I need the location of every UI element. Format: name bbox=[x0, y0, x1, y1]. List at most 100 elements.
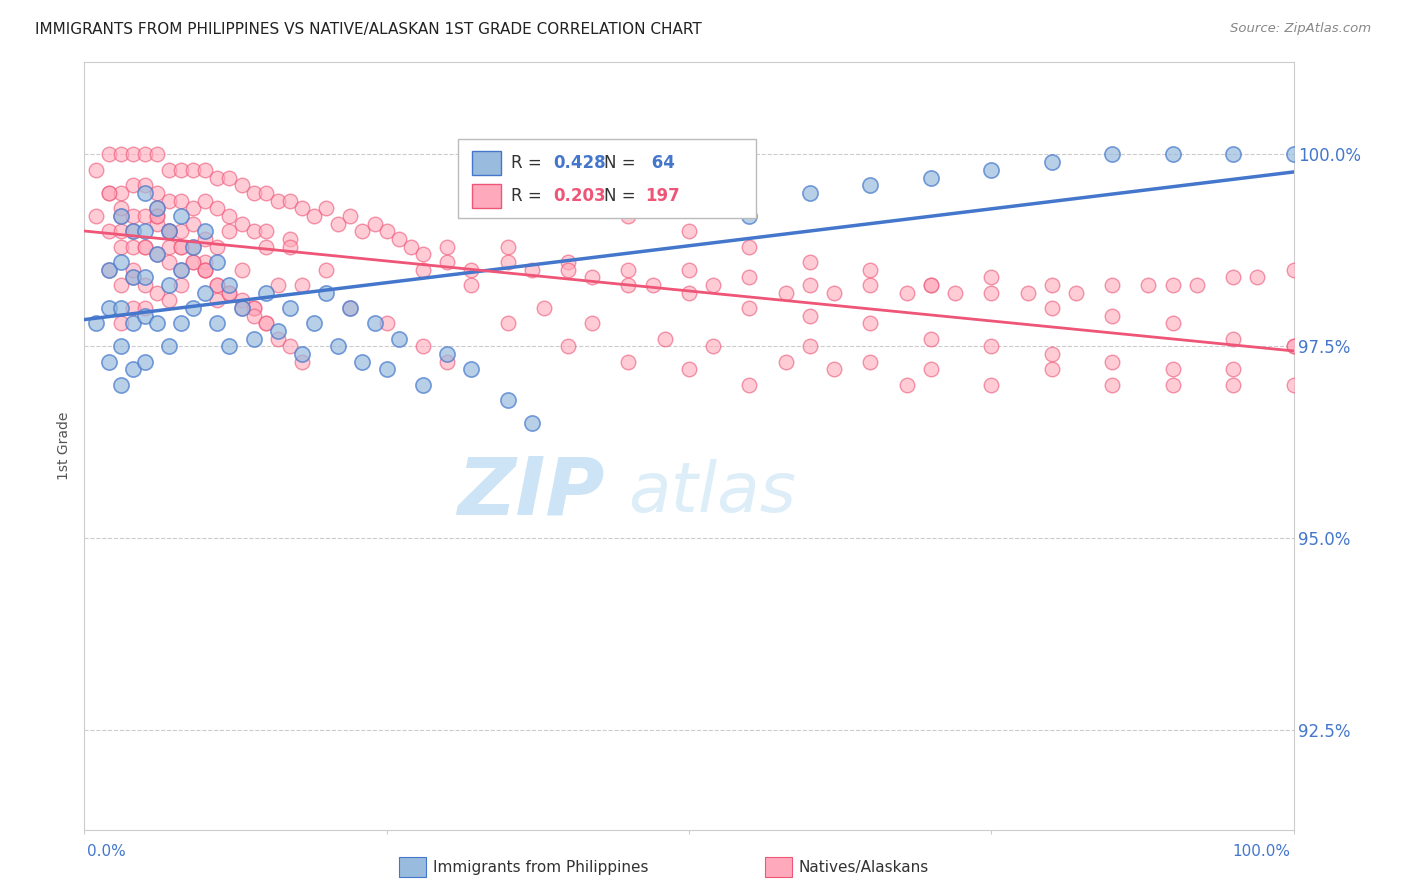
Point bbox=[291, 354, 314, 368]
Point bbox=[181, 239, 204, 253]
Point bbox=[363, 316, 385, 330]
Point bbox=[134, 277, 156, 292]
Point bbox=[157, 194, 180, 208]
Point bbox=[678, 262, 700, 277]
Point bbox=[157, 293, 180, 308]
Point bbox=[278, 239, 301, 253]
Point bbox=[1222, 377, 1244, 392]
Point bbox=[678, 224, 700, 238]
Point bbox=[254, 224, 277, 238]
Point bbox=[1101, 147, 1123, 161]
Point bbox=[302, 316, 325, 330]
Point bbox=[121, 239, 143, 253]
Point bbox=[121, 316, 143, 330]
Point bbox=[146, 186, 169, 200]
Point bbox=[110, 239, 132, 253]
Point bbox=[170, 262, 193, 277]
Point bbox=[1017, 285, 1039, 300]
Point bbox=[110, 377, 132, 392]
Point bbox=[207, 277, 229, 292]
Point bbox=[231, 293, 253, 308]
Point bbox=[291, 277, 314, 292]
Point bbox=[920, 362, 942, 376]
Point bbox=[533, 301, 555, 315]
Point bbox=[436, 347, 458, 361]
Point bbox=[170, 162, 193, 177]
Point bbox=[352, 224, 374, 238]
Point bbox=[1161, 377, 1184, 392]
Point bbox=[581, 270, 603, 285]
Point bbox=[194, 194, 217, 208]
Text: N =: N = bbox=[603, 153, 640, 172]
Point bbox=[146, 247, 169, 261]
Point bbox=[980, 270, 1002, 285]
Point bbox=[980, 162, 1002, 177]
Point bbox=[412, 339, 434, 353]
Point bbox=[738, 270, 761, 285]
Point bbox=[352, 354, 374, 368]
Point bbox=[980, 377, 1002, 392]
Point bbox=[1101, 354, 1123, 368]
Point bbox=[375, 224, 398, 238]
Point bbox=[97, 262, 120, 277]
Point bbox=[207, 255, 229, 269]
Point bbox=[110, 316, 132, 330]
Point bbox=[1040, 362, 1063, 376]
Y-axis label: 1st Grade: 1st Grade bbox=[58, 412, 72, 480]
Point bbox=[896, 285, 918, 300]
Point bbox=[702, 339, 724, 353]
Point bbox=[920, 277, 942, 292]
Point bbox=[181, 239, 204, 253]
Point bbox=[231, 301, 253, 315]
Point bbox=[86, 316, 108, 330]
Point bbox=[315, 262, 337, 277]
Point bbox=[134, 209, 156, 223]
Point bbox=[799, 309, 821, 323]
Point bbox=[194, 255, 217, 269]
Point bbox=[920, 332, 942, 346]
Text: 197: 197 bbox=[645, 187, 681, 205]
Point bbox=[678, 285, 700, 300]
Point bbox=[231, 178, 253, 193]
Point bbox=[412, 262, 434, 277]
Point bbox=[859, 178, 882, 193]
Point bbox=[920, 277, 942, 292]
Point bbox=[339, 209, 361, 223]
Point bbox=[859, 262, 882, 277]
Point bbox=[775, 354, 797, 368]
Point bbox=[121, 262, 143, 277]
Point bbox=[1222, 362, 1244, 376]
Point bbox=[146, 201, 169, 215]
Point bbox=[170, 239, 193, 253]
Point bbox=[641, 277, 664, 292]
Point bbox=[157, 224, 180, 238]
Point bbox=[207, 316, 229, 330]
Point bbox=[1282, 339, 1305, 353]
Point bbox=[702, 277, 724, 292]
Text: R =: R = bbox=[510, 187, 547, 205]
Point bbox=[254, 186, 277, 200]
Point bbox=[496, 239, 519, 253]
Point bbox=[181, 255, 204, 269]
Point bbox=[1222, 332, 1244, 346]
Point bbox=[231, 262, 253, 277]
Point bbox=[170, 224, 193, 238]
Point bbox=[134, 309, 156, 323]
Point bbox=[1282, 377, 1305, 392]
Text: atlas: atlas bbox=[628, 458, 796, 525]
Point bbox=[121, 209, 143, 223]
Text: R =: R = bbox=[510, 153, 547, 172]
Point bbox=[146, 209, 169, 223]
Point bbox=[181, 217, 204, 231]
Point bbox=[157, 162, 180, 177]
Point bbox=[157, 224, 180, 238]
Point bbox=[242, 301, 264, 315]
Point bbox=[134, 147, 156, 161]
Point bbox=[1161, 147, 1184, 161]
Point bbox=[134, 239, 156, 253]
Point bbox=[738, 209, 761, 223]
Point bbox=[242, 186, 264, 200]
Point bbox=[181, 162, 204, 177]
Point bbox=[1040, 277, 1063, 292]
Point bbox=[460, 262, 482, 277]
